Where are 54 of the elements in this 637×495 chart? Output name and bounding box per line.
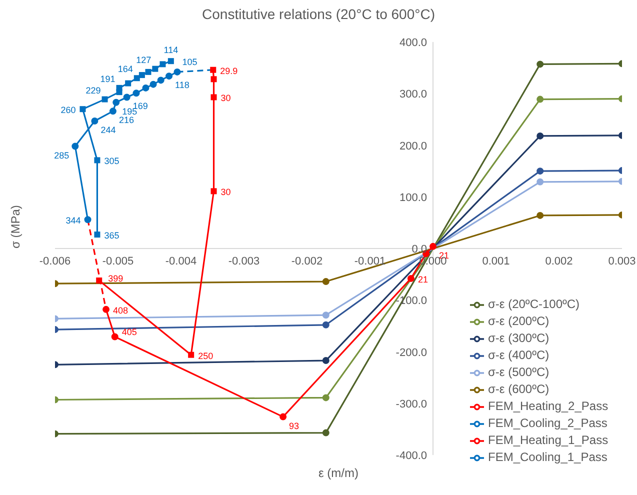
legend-label: σ-ε (200ºC) [488, 314, 550, 328]
annotation: 29.9 [220, 66, 238, 76]
chart-title: Constitutive relations (20°C to 600°C) [201, 6, 436, 22]
legend-label: σ-ε (600ºC) [488, 382, 550, 396]
annotation: 118 [175, 80, 190, 90]
annotation: 244 [100, 124, 116, 135]
annotation: 93 [289, 420, 300, 431]
annotation: 21 [418, 274, 428, 284]
y-tick-label: -400.0 [396, 450, 427, 462]
annotation: 30 [220, 93, 231, 104]
y-tick-label: 0.0 [412, 244, 427, 256]
y-tick-label: 100.0 [399, 192, 427, 204]
annotation: 305 [104, 156, 120, 166]
legend-label: FEM_Heating_1_Pass [488, 433, 608, 447]
annotation: 195 [122, 106, 138, 116]
x-tick-label: -0.003 [228, 256, 260, 268]
y-tick-label: 400.0 [399, 37, 427, 49]
annotation: 30 [220, 187, 231, 198]
annotation: 105 [182, 56, 198, 67]
annotation: 164 [118, 64, 133, 74]
x-tick-label: -0.005 [102, 256, 134, 268]
annotation: 216 [118, 115, 134, 126]
legend-label: FEM_Cooling_1_Pass [488, 450, 608, 464]
x-tick-label: 0.002 [545, 256, 573, 268]
legend-label: σ-ε (400ºC) [488, 348, 550, 362]
legend-label: FEM_Heating_2_Pass [488, 399, 608, 413]
x-axis-title: ε (m/m) [318, 466, 359, 480]
annotation: 365 [104, 230, 120, 241]
annotation: 399 [108, 274, 124, 284]
annotation: 250 [198, 350, 214, 361]
y-tick-label: -300.0 [396, 398, 427, 410]
legend-label: σ-ε (500ºC) [488, 365, 550, 379]
annotation: 191 [100, 74, 116, 84]
annotation: 260 [60, 105, 76, 116]
annotation: 285 [54, 150, 70, 160]
annotation: 229 [86, 85, 101, 96]
x-tick-label: -0.004 [165, 256, 197, 268]
x-tick-label: -0.002 [291, 256, 323, 268]
y-axis-title: σ (MPa) [8, 205, 22, 248]
y-tick-label: -200.0 [396, 346, 427, 359]
annotation: 408 [113, 305, 128, 316]
annotation: 344 [66, 216, 81, 226]
annotation: 127 [136, 54, 152, 65]
x-tick-label: 0.003 [608, 256, 636, 268]
x-tick-label: -0.006 [39, 256, 71, 268]
annotation: 405 [122, 326, 137, 337]
legend-label: σ-ε (300ºC) [488, 331, 550, 345]
x-tick-label: 0.001 [482, 256, 510, 268]
y-tick-label: 300.0 [399, 88, 427, 101]
y-tick-label: 200.0 [399, 140, 427, 152]
x-tick-label: -0.001 [354, 256, 386, 268]
legend-label: FEM_Cooling_2_Pass [488, 416, 608, 430]
legend-label: σ-ε (20ºC-100ºC) [488, 297, 580, 311]
annotation: 114 [164, 45, 178, 56]
